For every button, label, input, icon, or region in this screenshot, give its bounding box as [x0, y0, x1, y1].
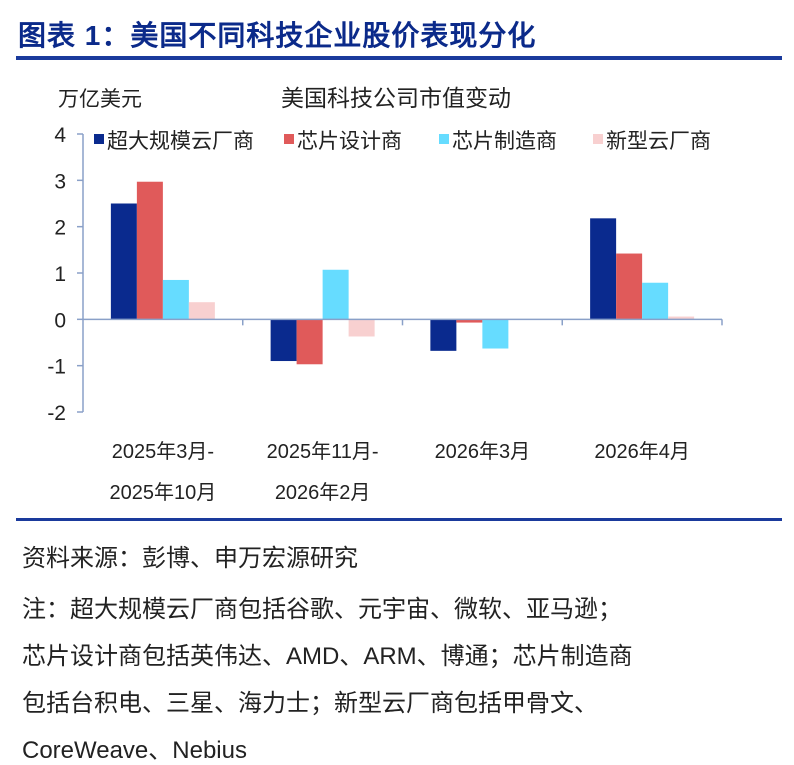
y-tick-label: 3 — [54, 170, 66, 193]
bar-2-3 — [456, 319, 483, 323]
bar-2-4 — [616, 253, 643, 320]
footnote-line-1: 注：超大规模云厂商包括谷歌、元宇宙、微软、亚马逊； — [22, 596, 622, 623]
x-tick-label: 2025年3月- — [112, 440, 214, 463]
bar-1-4 — [590, 218, 617, 320]
x-tick-label: 2026年2月 — [275, 481, 371, 504]
bar-3-1 — [162, 279, 189, 320]
y-tick-label: 0 — [54, 309, 66, 332]
legend-swatch-1 — [94, 134, 104, 144]
y-tick-label: 4 — [54, 124, 66, 147]
x-tick-label: 2025年11月- — [267, 440, 379, 463]
legend-swatch-3 — [439, 134, 449, 144]
footnote-line-2: 芯片设计商包括英伟达、AMD、ARM、博通；芯片制造商 — [22, 643, 633, 670]
x-tick-label: 2026年4月 — [594, 440, 690, 463]
bar-3-4 — [642, 282, 669, 320]
y-tick-label: -2 — [47, 402, 66, 425]
y-tick-label: 2 — [54, 217, 66, 240]
bar-4-4 — [668, 316, 695, 320]
source-divider — [16, 518, 782, 521]
legend-label-4: 新型云厂商 — [606, 130, 711, 153]
source-note: 资料来源：彭博、申万宏源研究 — [22, 545, 358, 572]
x-tick-label: 2026年3月 — [435, 440, 531, 463]
y-tick-label: 1 — [54, 263, 66, 286]
x-tick-label: 2025年10月 — [110, 481, 217, 504]
legend-swatch-4 — [593, 134, 603, 144]
bar-3-2 — [322, 269, 349, 320]
bar-1-3 — [430, 319, 457, 351]
bar-1-2 — [270, 319, 297, 362]
bar-3-3 — [482, 319, 509, 349]
bar-2-2 — [296, 319, 323, 365]
bar-4-1 — [188, 302, 215, 320]
legend-label-3: 芯片制造商 — [452, 130, 557, 153]
legend-label-1: 超大规模云厂商 — [107, 130, 254, 153]
title-divider — [16, 56, 782, 60]
y-axis-unit-label: 万亿美元 — [58, 88, 142, 111]
chart-title: 美国科技公司市值变动 — [281, 85, 511, 111]
bar-2-1 — [136, 181, 163, 320]
market-cap-chart: 美国科技公司市值变动 万亿美元 -2 -1 0 1 2 3 4 2025年3月- 2025年10月 2… — [47, 85, 723, 504]
bar-1-1 — [110, 203, 137, 320]
legend-swatch-2 — [284, 134, 294, 144]
footnote-line-3: 包括台积电、三星、海力士；新型云厂商包括甲骨文、 — [22, 690, 598, 717]
figure-title: 图表 1：美国不同科技企业股价表现分化 — [18, 20, 537, 51]
bar-4-2 — [348, 319, 375, 337]
y-tick-label: -1 — [47, 356, 66, 379]
legend-label-2: 芯片设计商 — [297, 130, 402, 153]
